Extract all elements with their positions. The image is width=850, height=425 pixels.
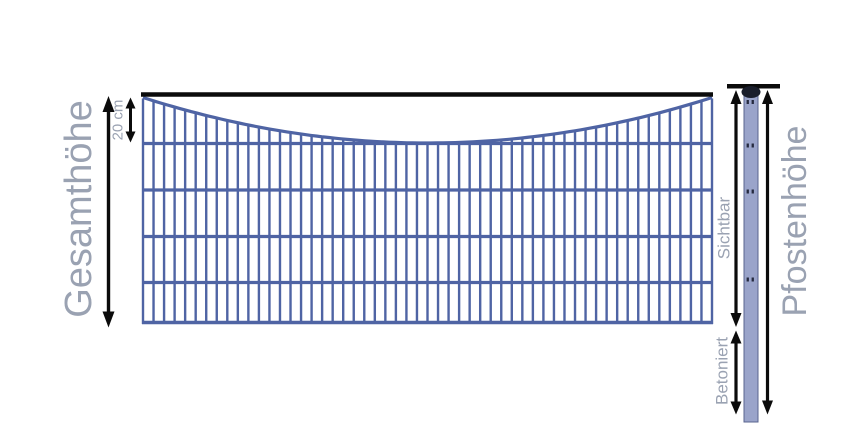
total-height-arrow: [102, 96, 115, 328]
post-height-arrow: [762, 90, 773, 415]
visible-height-label: Sichtbar: [714, 196, 734, 260]
post-height-label: Pfostenhöhe: [776, 125, 814, 317]
post-clamp: [746, 189, 749, 194]
top-offset-arrow: [125, 97, 136, 143]
post-clamp: [751, 277, 754, 282]
fence-post: [727, 83, 780, 423]
visible-height-arrow: [730, 90, 742, 327]
post-clamp: [751, 189, 754, 194]
post-clamp: [751, 100, 754, 104]
fence-mesh: [141, 95, 714, 325]
post-cap: [741, 86, 761, 98]
fence-top-curve: [142, 95, 713, 145]
total-height-label: Gesamthöhe: [58, 100, 100, 318]
post-clamp: [746, 100, 749, 104]
concreted-depth-arrow: [730, 330, 742, 415]
top-offset-label: 20 cm: [109, 99, 127, 141]
post-clamp: [746, 143, 749, 148]
post-body: [743, 88, 759, 423]
post-clamp: [751, 143, 754, 148]
post-clamp: [746, 277, 749, 282]
concreted-depth-label: Betoniert: [712, 336, 732, 406]
